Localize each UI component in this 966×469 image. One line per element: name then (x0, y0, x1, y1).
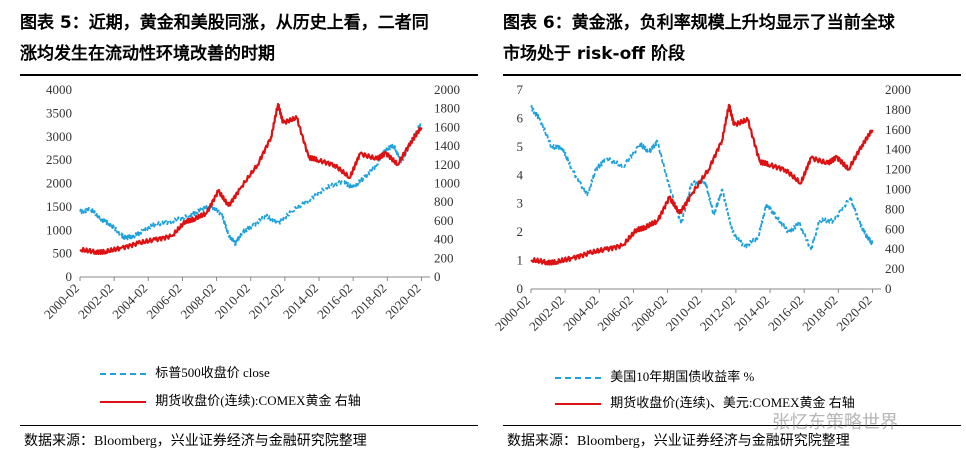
y-right-tick-label: 1200 (434, 157, 460, 172)
y-left-tick-label: 1 (517, 253, 524, 268)
y-left-tick-label: 3 (517, 196, 524, 211)
x-tick-label: 2014-02 (280, 281, 321, 322)
y-right-tick-label: 1200 (885, 162, 911, 177)
legend-label: 标普500收盘价 close (155, 365, 270, 380)
source-note: 数据来源：Bloomberg，兴业证券经济与金融研究院整理 (507, 434, 850, 449)
y-left-tick-label: 3000 (46, 129, 72, 144)
x-tick-label: 2010-02 (663, 293, 704, 334)
x-tick-label: 2020-02 (382, 281, 423, 322)
x-tick-label: 2008-02 (628, 293, 669, 334)
title-divider (20, 74, 478, 76)
y-right-tick-label: 1400 (885, 142, 911, 157)
y-right-tick-label: 0 (885, 281, 892, 296)
y-right-tick-label: 200 (885, 261, 905, 276)
legend-item-gold: 期货收盘价(连续)、美元:COMEX黄金 右轴 (555, 392, 855, 411)
watermark: 张忆东策略世界 (772, 412, 898, 433)
y-left-tick-label: 6 (517, 110, 524, 125)
x-tick-label: 2012-02 (697, 293, 738, 334)
y-left-tick-label: 3500 (46, 105, 72, 120)
x-tick-label: 2012-02 (246, 281, 287, 322)
y-left-tick-label: 1000 (46, 222, 72, 237)
legend-swatch-dashed (555, 377, 601, 380)
title-divider (503, 74, 961, 76)
legend-label: 期货收盘价(连续)、美元:COMEX黄金 右轴 (610, 395, 855, 410)
y-left-tick-label: 4 (517, 167, 524, 182)
y-right-tick-label: 600 (885, 221, 905, 236)
y-right-tick-label: 1400 (434, 138, 460, 153)
y-left-tick-label: 7 (517, 82, 524, 97)
y-left-tick-label: 0 (66, 269, 73, 284)
y-right-tick-label: 2000 (885, 82, 911, 97)
y-right-tick-label: 800 (885, 201, 905, 216)
x-tick-label: 2014-02 (731, 293, 772, 334)
legend-swatch-dashed (100, 373, 146, 376)
y-left-tick-label: 2 (517, 224, 524, 239)
x-tick-label: 2018-02 (799, 293, 840, 334)
x-tick-label: 2002-02 (75, 281, 116, 322)
y-right-tick-label: 1000 (885, 182, 911, 197)
x-tick-label: 2000-02 (492, 293, 533, 334)
y-right-tick-label: 1600 (434, 119, 460, 134)
legend-label: 期货收盘价(连续):COMEX黄金 右轴 (155, 393, 361, 408)
x-tick-label: 2008-02 (177, 281, 218, 322)
y-right-tick-label: 1800 (434, 101, 460, 116)
y-right-tick-label: 400 (434, 232, 454, 247)
x-tick-label: 2016-02 (314, 281, 355, 322)
source-note: 数据来源：Bloomberg，兴业证券经济与金融研究院整理 (24, 434, 367, 449)
x-tick-label: 2006-02 (143, 281, 184, 322)
x-tick-label: 2020-02 (833, 293, 874, 334)
chart-title: 图表 5：近期，黄金和美股同涨，从历史上看，二者同 涨均发生在流动性环境改善的时… (20, 8, 470, 70)
chart-title: 图表 6：黄金涨，负利率规模上升均显示了当前全球 市场处于 risk-off 阶… (503, 8, 953, 70)
x-tick-label: 2006-02 (594, 293, 635, 334)
series-line-red (79, 102, 423, 256)
title-line-1: 图表 6：黄金涨，负利率规模上升均显示了当前全球 (503, 13, 895, 33)
x-tick-label: 2000-02 (41, 281, 82, 322)
legend-swatch-solid (555, 403, 601, 406)
y-right-tick-label: 0 (434, 269, 441, 284)
title-line-1: 图表 5：近期，黄金和美股同涨，从历史上看，二者同 (20, 13, 429, 33)
title-line-2: 市场处于 risk-off 阶段 (503, 44, 685, 64)
y-left-tick-label: 0 (517, 281, 524, 296)
right-panel: 图表 6：黄金涨，负利率规模上升均显示了当前全球 市场处于 risk-off 阶… (483, 0, 966, 469)
y-right-tick-label: 800 (434, 194, 454, 209)
y-right-tick-label: 2000 (434, 82, 460, 97)
source-divider (20, 425, 478, 426)
chart-yield-gold: 0 1 2 3 4 5 6 7 0 200 400 600 800 1000 1200 1400 1600 180… (492, 82, 911, 334)
x-tick-label: 2010-02 (212, 281, 253, 322)
y-left-tick-label: 4000 (46, 82, 72, 97)
y-left-tick-label: 2000 (46, 176, 72, 191)
y-right-tick-label: 1800 (885, 102, 911, 117)
series-line-red (530, 103, 874, 266)
left-panel: 图表 5：近期，黄金和美股同涨，从历史上看，二者同 涨均发生在流动性环境改善的时… (20, 8, 478, 449)
x-tick-label: 2004-02 (109, 281, 150, 322)
legend-item-sp500: 标普500收盘价 close (100, 362, 270, 381)
x-tick-label: 2004-02 (560, 293, 601, 334)
x-tick-label: 2016-02 (765, 293, 806, 334)
y-right-tick-label: 200 (434, 250, 454, 265)
chart-sp500-gold: 0 500 1000 1500 2000 2500 3000 3500 4000 0 200 400 6… (41, 82, 460, 322)
x-tick-label: 2018-02 (348, 281, 389, 322)
source-divider (503, 425, 961, 426)
legend-swatch-solid (100, 401, 146, 404)
y-left-tick-label: 500 (53, 246, 73, 261)
legend-item-gold: 期货收盘价(连续):COMEX黄金 右轴 (100, 390, 361, 409)
y-left-tick-label: 1500 (46, 199, 72, 214)
y-left-tick-label: 5 (517, 139, 524, 154)
y-right-tick-label: 600 (434, 213, 454, 228)
y-right-tick-label: 1000 (434, 176, 460, 191)
title-line-2: 涨均发生在流动性环境改善的时期 (20, 44, 275, 64)
series-line-blue (79, 121, 422, 246)
y-right-tick-label: 400 (885, 241, 905, 256)
legend-item-yield: 美国10年期国债收益率 % (555, 366, 754, 385)
x-tick-label: 2002-02 (526, 293, 567, 334)
series-line-blue (530, 105, 874, 251)
legend-label: 美国10年期国债收益率 % (610, 369, 755, 384)
y-right-tick-label: 1600 (885, 122, 911, 137)
y-left-tick-label: 2500 (46, 152, 72, 167)
